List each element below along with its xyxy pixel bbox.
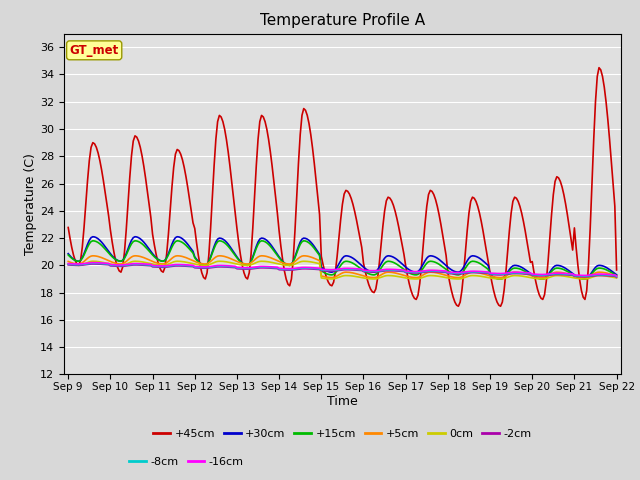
+30cm [497,276,504,282]
Y-axis label: Temperature (C): Temperature (C) [24,153,37,255]
Line: -8cm: -8cm [68,264,616,276]
-16cm [576,273,584,278]
-8cm [576,273,584,279]
0cm [89,258,97,264]
+30cm [451,269,459,275]
+30cm [612,272,620,277]
Line: 0cm: 0cm [68,261,616,279]
0cm [65,261,72,267]
+30cm [65,251,72,257]
0cm [328,276,336,282]
0cm [214,259,221,264]
Line: +45cm: +45cm [68,68,616,306]
+45cm [576,277,584,283]
+45cm [212,136,220,142]
+30cm [89,234,97,240]
-2cm [576,274,584,279]
+45cm [612,267,620,273]
Line: -2cm: -2cm [68,264,616,277]
Legend: -8cm, -16cm: -8cm, -16cm [125,452,248,471]
+15cm [612,273,620,278]
+5cm [89,253,97,259]
Line: +5cm: +5cm [68,256,616,277]
+30cm [240,262,248,267]
0cm [80,261,88,267]
+5cm [499,275,506,280]
Text: GT_met: GT_met [70,44,119,57]
+5cm [214,253,221,259]
+5cm [240,261,248,266]
-16cm [65,261,72,266]
+45cm [449,294,457,300]
-16cm [240,265,248,271]
-2cm [497,272,504,278]
-2cm [240,266,248,272]
-16cm [497,271,504,276]
+5cm [65,259,72,264]
-8cm [612,274,620,279]
-16cm [612,273,620,279]
+45cm [454,303,462,309]
+45cm [595,65,603,71]
0cm [577,276,585,282]
+15cm [240,262,248,267]
-16cm [89,260,97,265]
+15cm [80,252,88,258]
+30cm [214,236,221,242]
+15cm [577,276,585,281]
+45cm [238,262,246,268]
-2cm [612,275,620,280]
+5cm [453,275,461,280]
0cm [453,276,461,282]
-16cm [451,270,459,276]
+45cm [80,225,88,230]
-2cm [214,264,221,270]
+15cm [451,272,459,277]
+5cm [328,275,336,280]
0cm [499,276,506,282]
+15cm [499,276,506,281]
-8cm [214,264,221,269]
-8cm [497,271,504,277]
Line: +30cm: +30cm [68,237,616,279]
+30cm [499,276,506,281]
+30cm [577,276,585,281]
-16cm [80,261,88,266]
-8cm [65,262,72,267]
-16cm [214,263,221,268]
-8cm [240,265,248,271]
-8cm [451,270,459,276]
Line: +15cm: +15cm [68,241,616,279]
+15cm [214,239,221,245]
+15cm [497,276,504,282]
+45cm [65,225,72,230]
-8cm [80,262,88,267]
-2cm [65,262,72,268]
X-axis label: Time: Time [327,395,358,408]
0cm [612,275,620,281]
+45cm [497,303,504,309]
Title: Temperature Profile A: Temperature Profile A [260,13,425,28]
+5cm [612,273,620,279]
-2cm [451,271,459,277]
-8cm [89,261,97,266]
-2cm [89,261,97,267]
+15cm [89,238,97,244]
+5cm [577,275,585,280]
0cm [240,262,248,268]
-2cm [80,262,88,268]
+5cm [80,259,88,264]
Line: -16cm: -16cm [68,263,616,276]
+15cm [65,252,72,258]
+30cm [80,251,88,257]
